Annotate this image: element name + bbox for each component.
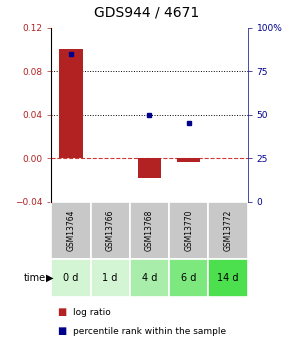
Text: 6 d: 6 d	[181, 273, 196, 283]
Bar	[169, 202, 208, 259]
Text: GDS944 / 4671: GDS944 / 4671	[94, 5, 199, 19]
Bar	[59, 49, 83, 158]
Bar	[208, 259, 248, 297]
Text: GSM13766: GSM13766	[106, 209, 115, 251]
Bar	[208, 202, 248, 259]
Bar	[138, 158, 161, 178]
Text: ▶: ▶	[46, 273, 54, 283]
Bar	[130, 259, 169, 297]
Text: ■: ■	[57, 326, 67, 336]
Text: log ratio: log ratio	[73, 308, 111, 317]
Bar	[51, 259, 91, 297]
Bar	[91, 259, 130, 297]
Bar	[51, 202, 91, 259]
Text: 1 d: 1 d	[103, 273, 118, 283]
Text: GSM13764: GSM13764	[67, 209, 75, 251]
Text: 0 d: 0 d	[63, 273, 79, 283]
Text: percentile rank within the sample: percentile rank within the sample	[73, 327, 226, 336]
Text: 14 d: 14 d	[217, 273, 239, 283]
Bar	[91, 202, 130, 259]
Bar	[177, 158, 200, 161]
Text: 4 d: 4 d	[142, 273, 157, 283]
Text: ■: ■	[57, 307, 67, 317]
Bar	[169, 259, 208, 297]
Bar	[130, 202, 169, 259]
Text: GSM13770: GSM13770	[184, 209, 193, 251]
Text: time: time	[23, 273, 45, 283]
Text: GSM13772: GSM13772	[224, 210, 232, 251]
Text: GSM13768: GSM13768	[145, 210, 154, 251]
